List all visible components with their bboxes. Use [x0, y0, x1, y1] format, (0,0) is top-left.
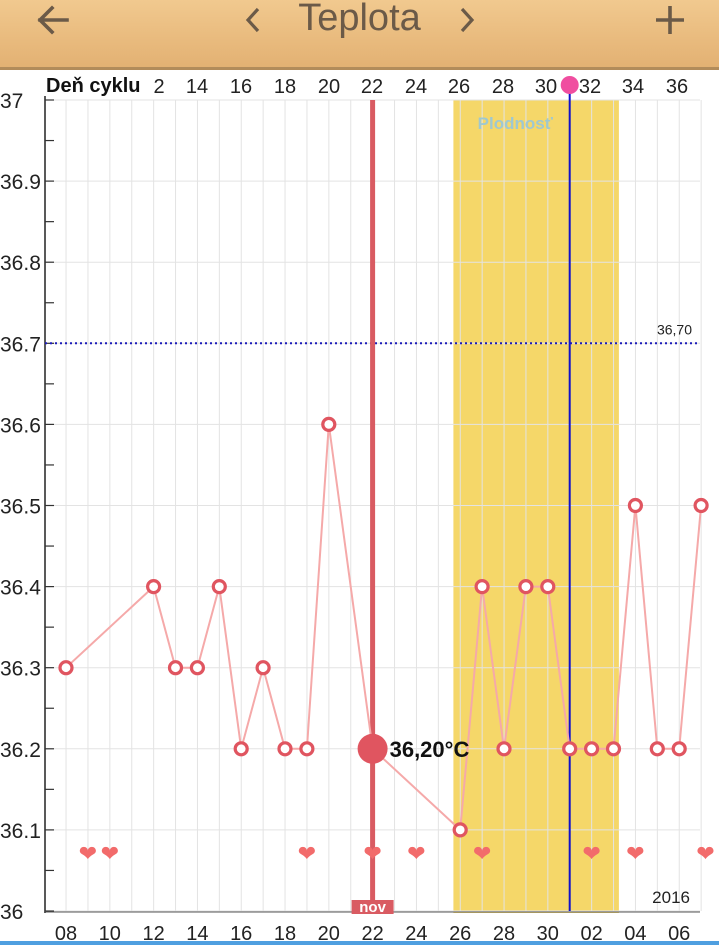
- cycle-day-label: 14: [186, 76, 208, 98]
- temperature-point: [299, 741, 315, 757]
- y-tick-label: 36.8: [0, 252, 41, 275]
- chart-canvas[interactable]: 37 36.9 36.8 36.7 36.6 36.5 36.4 36.3 36.2 36.1 36…: [0, 70, 719, 945]
- y-tick-label: 36.2: [0, 739, 41, 762]
- date-tick-label: 12: [142, 923, 164, 945]
- chevron-left-icon[interactable]: [238, 0, 268, 40]
- cycle-axis-label: Deň cyklu: [46, 75, 140, 97]
- cycle-day-label: 2: [153, 76, 164, 98]
- temperature-point: [562, 741, 578, 757]
- page-title: Teplota: [298, 0, 421, 39]
- temperature-point: [233, 741, 249, 757]
- date-tick-label: 14: [186, 923, 208, 945]
- date-tick-label: 16: [230, 923, 252, 945]
- date-tick-label: 08: [55, 923, 77, 945]
- temperature-point: [605, 741, 622, 757]
- y-tick-label: 36: [0, 901, 23, 924]
- temperature-point: [167, 660, 184, 676]
- cycle-day-label: 36: [666, 76, 688, 98]
- y-tick-label: 36.4: [0, 577, 41, 600]
- year-label: 2016: [652, 888, 690, 907]
- temperature-point: [627, 497, 644, 514]
- temperature-point: [211, 578, 227, 595]
- date-tick-label: 06: [668, 923, 690, 945]
- temperature-point: [693, 497, 709, 514]
- date-tick-label: 28: [493, 923, 515, 945]
- plus-icon[interactable]: [650, 0, 690, 40]
- y-tick-label: 37: [0, 90, 23, 113]
- cycle-day-label: 28: [492, 76, 514, 98]
- temperature-point: [540, 578, 556, 595]
- threshold-label: 36,70: [657, 321, 692, 337]
- y-tick-label: 36.1: [0, 820, 41, 843]
- temperature-point: [671, 741, 687, 757]
- heart-icon: ❤: [298, 841, 316, 866]
- month-marker: [351, 900, 394, 914]
- bottom-edge: [0, 941, 719, 945]
- y-tick-label: 36.9: [0, 171, 41, 194]
- fertile-window-band: [453, 100, 619, 913]
- temperature-point: [474, 578, 490, 595]
- temperature-point: [452, 822, 468, 838]
- fertility-label: Plodnosť: [478, 114, 554, 133]
- cycle-day-label: 32: [579, 76, 601, 98]
- heart-icon: ❤: [696, 841, 714, 866]
- heart-icon: ❤: [363, 841, 381, 866]
- heart-icon: ❤: [582, 841, 600, 866]
- cycle-day-label: 26: [448, 76, 470, 98]
- date-tick-label: 24: [405, 923, 427, 945]
- date-tick-label: 22: [361, 923, 383, 945]
- date-tick-label: 30: [537, 923, 559, 945]
- temperature-point: [277, 741, 293, 757]
- temperature-point: [255, 660, 271, 676]
- temperature-point: [189, 660, 205, 676]
- date-tick-label: 10: [99, 923, 121, 945]
- cycle-day-label: 30: [535, 76, 557, 98]
- chevron-right-icon[interactable]: [452, 0, 482, 40]
- cycle-day-label: 24: [405, 76, 427, 98]
- date-tick-label: 18: [274, 923, 296, 945]
- temperature-point: [649, 741, 665, 757]
- cycle-day-label: 20: [318, 76, 340, 98]
- y-tick-label: 36.6: [0, 414, 41, 437]
- top-bar: Teplota: [0, 0, 719, 70]
- heart-icon: ❤: [626, 841, 644, 866]
- temperature-point: [321, 416, 337, 432]
- y-tick-label: 36.7: [0, 333, 41, 356]
- y-tick-label: 36.3: [0, 658, 41, 681]
- cycle-day-label: 16: [230, 76, 252, 98]
- temperature-chart[interactable]: 37 36.9 36.8 36.7 36.6 36.5 36.4 36.3 36.2 36.1 36…: [0, 70, 719, 945]
- heart-icon: ❤: [407, 841, 425, 866]
- heart-icon: ❤: [101, 841, 119, 866]
- heart-icon: ❤: [79, 841, 97, 866]
- date-tick-label: 04: [624, 923, 646, 945]
- date-tick-label: 20: [318, 923, 340, 945]
- temperature-point: [518, 578, 534, 595]
- temperature-point: [583, 741, 600, 757]
- cycle-day-label: 22: [361, 76, 383, 98]
- heart-icon: ❤: [473, 841, 491, 866]
- temperature-point: [496, 741, 512, 757]
- temperature-point: [146, 578, 162, 595]
- today-marker: [560, 76, 579, 94]
- temperature-point: [58, 660, 74, 676]
- y-tick-label: 36.5: [0, 496, 41, 519]
- cycle-day-label: 18: [274, 76, 296, 98]
- arrow-left-icon[interactable]: [32, 0, 72, 40]
- date-tick-label: 02: [580, 923, 602, 945]
- selected-temperature-point: [357, 733, 388, 764]
- cycle-day-label: 34: [622, 76, 644, 98]
- month-label: nov: [359, 899, 386, 916]
- date-tick-label: 26: [449, 923, 471, 945]
- selected-value-label: 36,20°C: [390, 737, 470, 762]
